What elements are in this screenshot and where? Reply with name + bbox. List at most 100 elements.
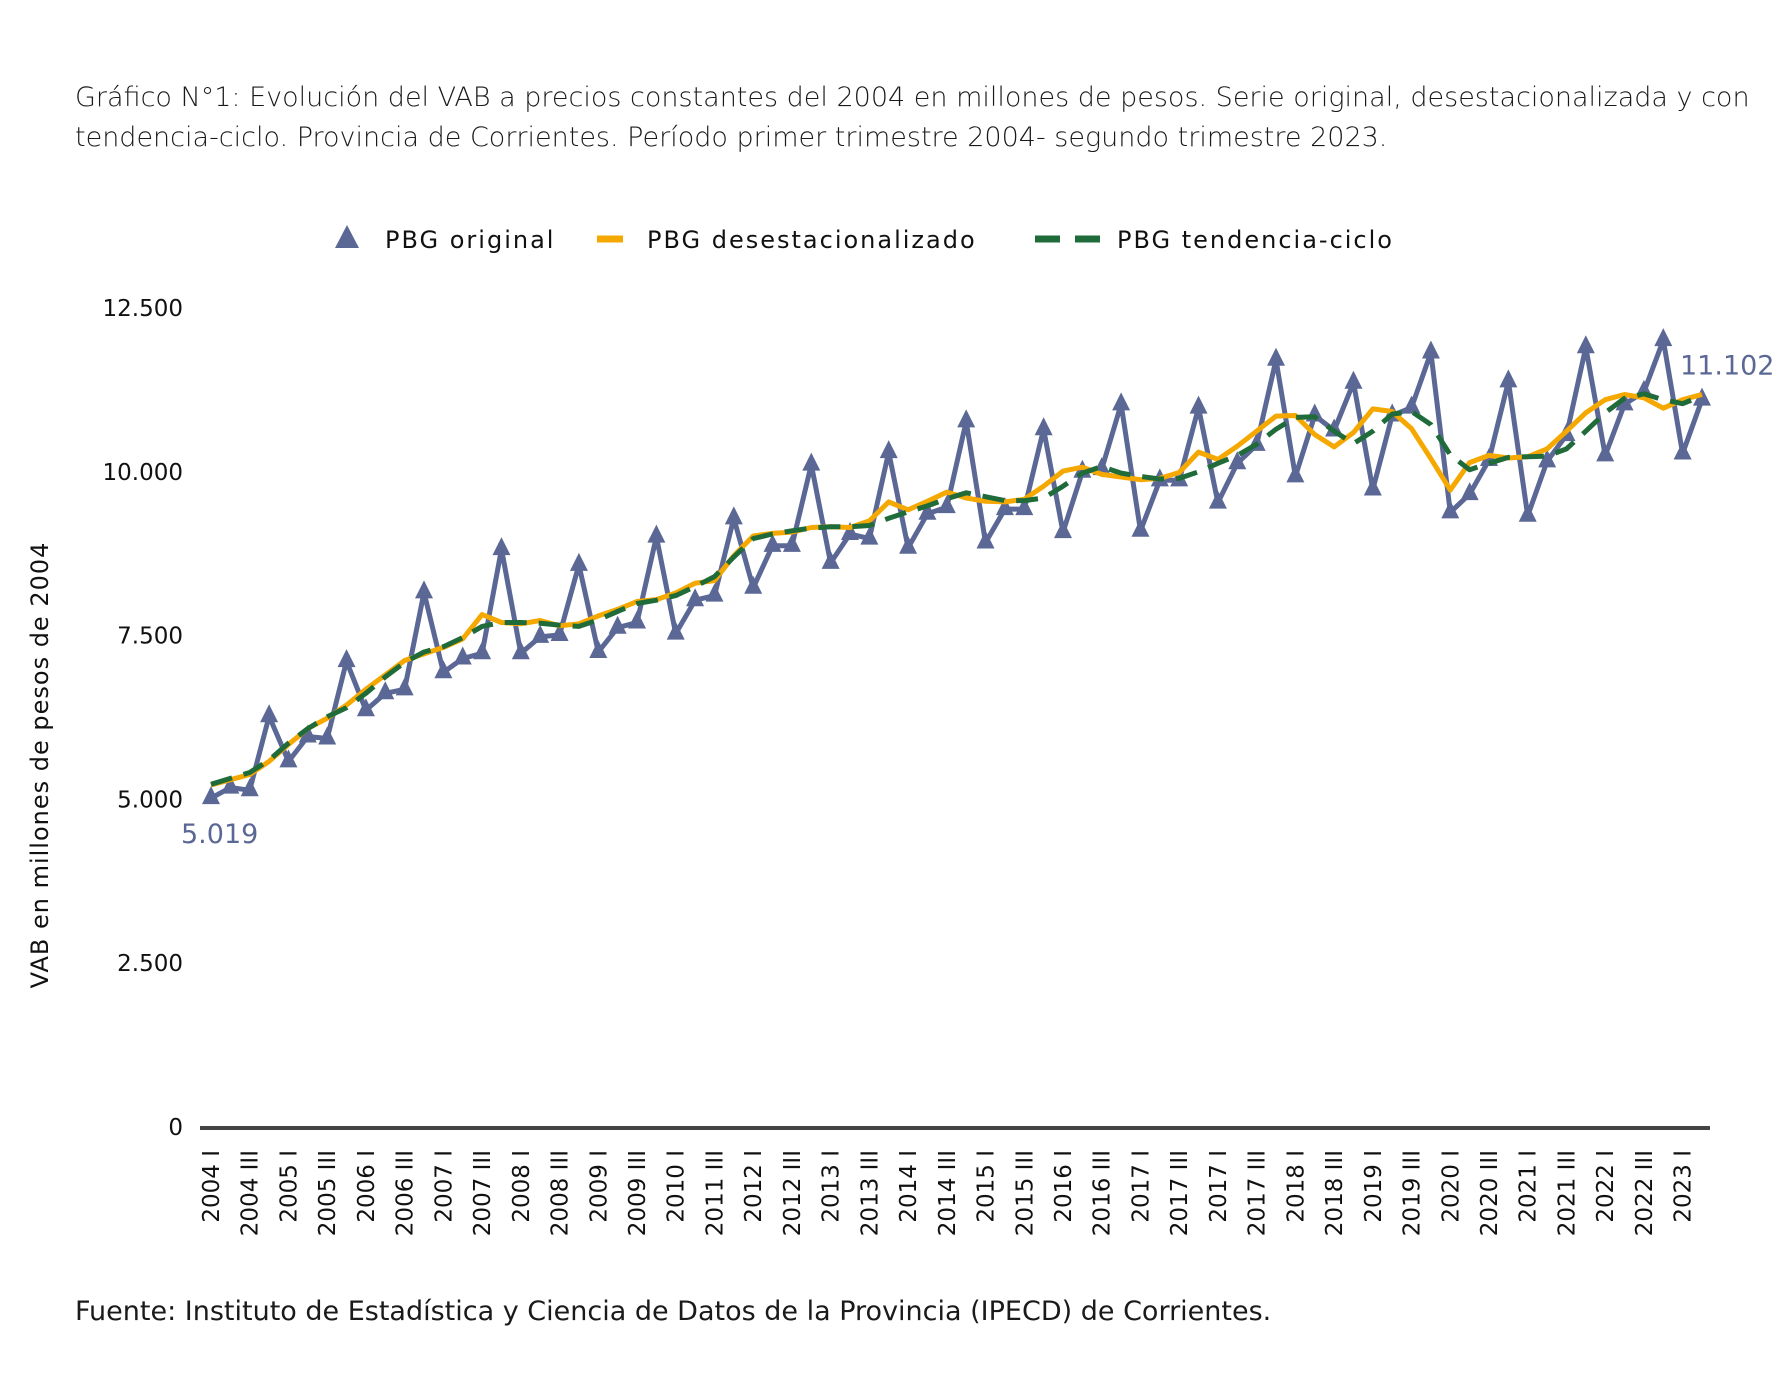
data-point-marker bbox=[647, 524, 666, 543]
data-point-marker bbox=[1034, 417, 1053, 436]
data-point-marker bbox=[1576, 335, 1595, 354]
data-point-marker bbox=[821, 550, 840, 569]
y-tick-label: 0 bbox=[168, 1115, 183, 1141]
x-tick-label: 2006 I bbox=[354, 1150, 380, 1223]
x-tick-label: 2006 III bbox=[393, 1150, 419, 1236]
data-point-marker bbox=[1460, 482, 1479, 501]
x-tick-label: 2012 III bbox=[780, 1150, 806, 1236]
x-tick-label: 2012 I bbox=[741, 1150, 767, 1223]
x-tick-label: 2013 III bbox=[857, 1150, 883, 1236]
data-point-marker bbox=[376, 681, 395, 700]
x-tick-label: 2004 III bbox=[238, 1150, 264, 1236]
data-point-marker bbox=[1208, 490, 1227, 509]
data-point-marker bbox=[841, 522, 859, 541]
data-point-marker bbox=[356, 698, 375, 717]
legend-label: PBG desestacionalizado bbox=[647, 226, 977, 254]
x-tick-label: 2017 III bbox=[1245, 1150, 1271, 1236]
x-tick-label: 2014 III bbox=[935, 1150, 961, 1236]
data-point-marker bbox=[1112, 392, 1131, 411]
legend-item: PBG original bbox=[335, 225, 555, 254]
data-point-marker bbox=[1441, 500, 1460, 519]
data-point-marker bbox=[298, 724, 317, 743]
y-tick-label: 7.500 bbox=[117, 624, 183, 650]
x-tick-label: 2007 III bbox=[470, 1150, 496, 1236]
x-tick-label: 2008 III bbox=[548, 1150, 574, 1236]
y-tick-label: 10.000 bbox=[103, 460, 183, 486]
legend-triangle-icon bbox=[335, 225, 359, 248]
data-point-marker bbox=[1654, 328, 1673, 347]
data-point-marker bbox=[763, 533, 782, 552]
data-point-marker bbox=[1402, 395, 1421, 414]
data-point-marker bbox=[569, 552, 588, 571]
legend-label: PBG original bbox=[385, 226, 555, 254]
data-point-marker bbox=[957, 409, 976, 428]
legend-item: PBG tendencia-ciclo bbox=[1035, 226, 1394, 254]
data-point-marker bbox=[589, 639, 608, 658]
data-point-marker bbox=[279, 749, 298, 768]
data-point-marker bbox=[1015, 497, 1034, 516]
data-point-marker bbox=[318, 726, 337, 745]
series-group bbox=[202, 328, 1711, 805]
data-label-last: 11.102 bbox=[1680, 351, 1774, 382]
legend: PBG original PBG desestacionalizado PBG te… bbox=[335, 225, 1394, 254]
x-tick-label: 2018 I bbox=[1283, 1150, 1309, 1223]
x-tick-label: 2018 III bbox=[1322, 1150, 1348, 1236]
data-point-marker bbox=[202, 786, 220, 805]
legend-item: PBG desestacionalizado bbox=[597, 226, 977, 254]
x-tick-label: 2009 I bbox=[586, 1150, 612, 1223]
x-tick-label: 2020 I bbox=[1438, 1150, 1464, 1223]
y-axis-title: VAB en millones de pesos de 2004 bbox=[26, 542, 54, 989]
y-axis: 0 2.500 5.000 7.500 10.000 12.500 bbox=[103, 296, 183, 1141]
x-axis: 2004 I 2004 III 2005 I 2005 III 2006 I 2006 I… bbox=[199, 1150, 1697, 1236]
data-point-marker bbox=[1054, 520, 1072, 539]
data-point-marker bbox=[705, 583, 724, 602]
x-tick-label: 2005 I bbox=[276, 1150, 302, 1223]
series-line-tendencia-ciclo bbox=[210, 391, 1703, 787]
data-labels: 5.019 11.102 bbox=[181, 351, 1774, 851]
data-point-marker bbox=[1518, 503, 1537, 522]
x-tick-label: 2017 I bbox=[1128, 1150, 1154, 1223]
x-tick-label: 2011 III bbox=[702, 1150, 728, 1236]
x-tick-label: 2019 III bbox=[1400, 1150, 1426, 1236]
x-tick-label: 2017 III bbox=[1167, 1150, 1193, 1236]
data-point-marker bbox=[1286, 464, 1305, 483]
x-tick-label: 2021 III bbox=[1554, 1150, 1580, 1236]
x-tick-label: 2017 I bbox=[1206, 1150, 1232, 1223]
x-tick-label: 2016 III bbox=[1090, 1150, 1116, 1236]
chart-title: Gráfico N°1: Evolución del VAB a precios… bbox=[75, 82, 1750, 153]
y-tick-label: 2.500 bbox=[117, 951, 183, 977]
data-point-marker bbox=[628, 610, 646, 629]
data-point-marker bbox=[260, 704, 279, 723]
data-point-marker bbox=[744, 575, 763, 594]
x-tick-label: 2013 I bbox=[819, 1150, 845, 1223]
data-point-marker bbox=[918, 501, 937, 520]
x-tick-label: 2010 I bbox=[664, 1150, 690, 1223]
data-point-marker bbox=[1344, 370, 1363, 389]
x-tick-label: 2005 III bbox=[315, 1150, 341, 1236]
data-point-marker bbox=[1499, 369, 1518, 388]
x-tick-label: 2009 III bbox=[625, 1150, 651, 1236]
data-point-marker bbox=[240, 778, 259, 797]
data-point-marker bbox=[976, 530, 995, 549]
data-point-marker bbox=[1538, 449, 1557, 468]
data-point-marker bbox=[1131, 518, 1150, 537]
data-point-marker bbox=[879, 440, 898, 459]
data-point-marker bbox=[221, 775, 240, 794]
x-tick-label: 2015 III bbox=[1012, 1150, 1038, 1236]
data-point-marker bbox=[473, 641, 492, 660]
data-point-marker bbox=[550, 622, 569, 641]
data-point-marker bbox=[899, 535, 918, 554]
x-tick-label: 2023 I bbox=[1671, 1150, 1697, 1223]
data-point-marker bbox=[1421, 340, 1440, 359]
data-point-marker bbox=[860, 526, 879, 545]
data-point-marker bbox=[782, 533, 801, 552]
series-line-original bbox=[209, 337, 1705, 801]
x-tick-label: 2004 I bbox=[199, 1150, 225, 1223]
data-point-marker bbox=[1267, 347, 1285, 366]
data-point-marker bbox=[1596, 443, 1615, 462]
data-point-marker bbox=[453, 646, 472, 665]
data-point-marker bbox=[337, 649, 356, 668]
x-tick-label: 2020 III bbox=[1477, 1150, 1503, 1236]
legend-label: PBG tendencia-ciclo bbox=[1117, 226, 1394, 254]
